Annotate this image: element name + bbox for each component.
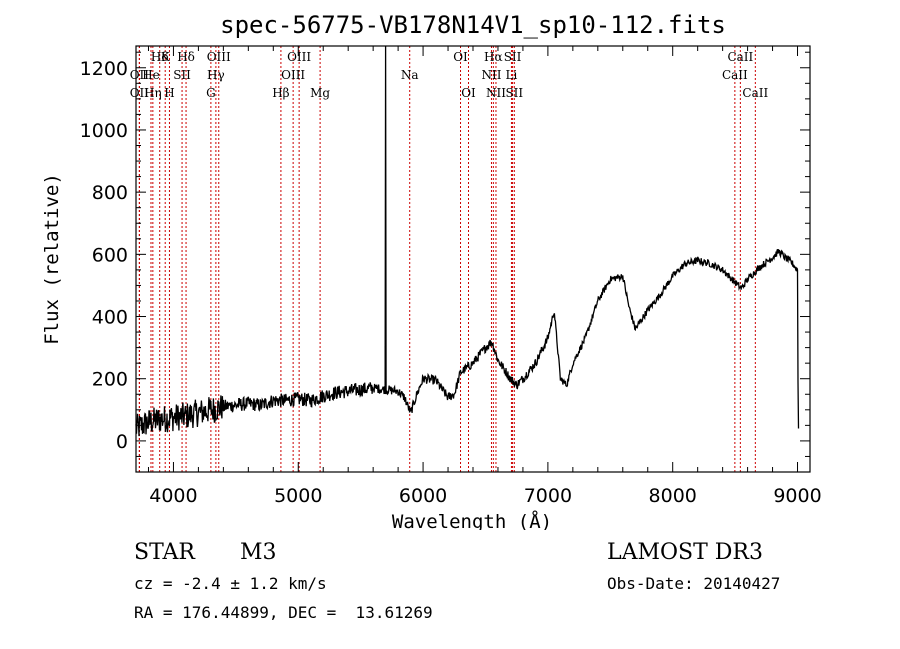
line-label: OI (461, 86, 476, 100)
line-label: He (142, 68, 160, 82)
x-tick-label: 9000 (773, 485, 821, 507)
line-label: OIII (207, 50, 231, 64)
line-label: SII (505, 86, 523, 100)
line-label: CaII (727, 50, 753, 64)
y-tick-label: 1200 (80, 58, 128, 80)
x-tick-label: 6000 (399, 485, 447, 507)
object-subclass: M3 (240, 540, 277, 565)
x-tick-label: 4000 (149, 485, 197, 507)
x-tick-label: 5000 (274, 485, 322, 507)
y-tick-label: 1000 (80, 120, 128, 142)
line-label: NII (481, 68, 501, 82)
plot-frame (135, 45, 811, 473)
line-label: SII (173, 68, 191, 82)
line-label: K (161, 50, 171, 64)
line-label: CaII (742, 86, 768, 100)
y-tick-label: 600 (92, 244, 128, 266)
spectrum-line (135, 45, 800, 437)
y-tick-label: 400 (92, 307, 128, 329)
line-label: OIII (281, 68, 305, 82)
line-label: Na (401, 68, 419, 82)
line-label: CaII (722, 68, 748, 82)
line-label: Hδ (151, 50, 169, 64)
y-tick-label: 0 (116, 431, 128, 453)
line-label: Mg (310, 86, 330, 100)
line-label: OIII (287, 50, 311, 64)
y-tick-label: 800 (92, 182, 128, 204)
line-label: OI (453, 50, 468, 64)
line-label: Li (506, 68, 518, 82)
line-label: G (206, 86, 216, 100)
line-label: NII (486, 86, 506, 100)
line-label: Hδ (177, 50, 195, 64)
x-tick-label: 8000 (649, 485, 697, 507)
coordinates: RA = 176.44899, DEC = 13.61269 (134, 603, 433, 622)
object-class: STAR (134, 540, 195, 565)
x-axis-label: Wavelength (Å) (392, 510, 552, 530)
line-label: Hβ (272, 86, 289, 100)
x-tick-label: 7000 (524, 485, 572, 507)
redshift-cz: cz = -2.4 ± 1.2 km/s (134, 574, 327, 593)
y-axis-label: Flux (relative) (41, 173, 63, 345)
line-label: Hα (484, 50, 503, 64)
line-label: Hγ (207, 68, 225, 82)
line-label: OII (130, 68, 150, 82)
survey-name: LAMOST DR3 (607, 540, 763, 565)
chart-title: spec-56775-VB178N14V1_sp10-112.fits (220, 11, 726, 39)
line-label: H (164, 86, 174, 100)
line-label: SII (504, 50, 522, 64)
spectrum-chart: spec-56775-VB178N14V1_sp10-112.fits Wave… (41, 11, 822, 530)
obs-date: Obs-Date: 20140427 (607, 574, 781, 593)
line-label: OII (130, 86, 150, 100)
y-tick-label: 200 (92, 369, 128, 391)
line-label: Hη (144, 86, 162, 100)
